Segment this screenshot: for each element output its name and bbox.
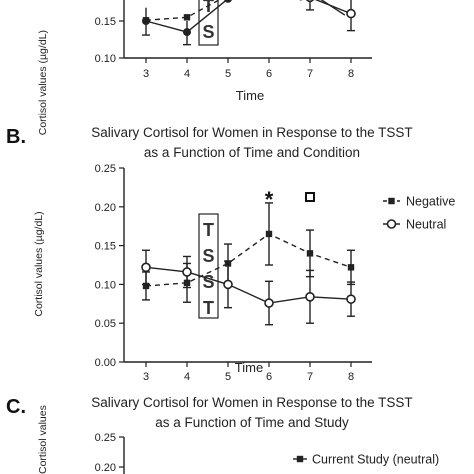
data-point-neutral	[141, 262, 151, 273]
panel-b-y-tick-label: 0.15	[95, 241, 116, 253]
panel-a-data-point	[346, 8, 356, 19]
panel-a-series-line	[320, 0, 346, 16]
panel-a-data-point	[224, 0, 232, 3]
panel-a-y-tick-label: 0.10	[95, 53, 116, 65]
panel-c-title-line-1: Salivary Cortisol for Women in Response …	[91, 395, 412, 410]
panel-b-title-line-2: as a Function of Time and Condition	[144, 145, 360, 160]
panel-a-x-tick-label: 6	[266, 68, 272, 80]
panel-b-x-tick-label: 4	[184, 371, 190, 383]
panel-b-x-tick-label: 3	[143, 371, 149, 383]
panel-b-tsst-letter: S	[202, 246, 214, 266]
panel-c-letter: C.	[6, 396, 26, 418]
data-point-neutral	[305, 292, 315, 302]
data-point-neutral	[346, 294, 356, 304]
panel-a-series-line	[145, 0, 221, 21]
panel-b-tsst-letter: T	[203, 298, 214, 318]
panel-c-title-line-2: as a Function of Time and Study	[155, 415, 349, 430]
panel-b-axes: 0.00 0.05 0.10 0.15 0.20 0.25 3 4 5 6 7 8	[95, 163, 372, 383]
panel-c-axes: 0.25 0.20 Cortisol values Current Study (ne…	[37, 405, 439, 474]
panel-b-y-tick-label: 0.00	[95, 357, 116, 369]
panel-c-chart: C. Salivary Cortisol for Women in Respon…	[6, 395, 439, 474]
legend-label-neutral: Neutral	[406, 218, 446, 232]
panel-b-legend: Negative Neutral	[383, 195, 455, 232]
panel-a-chart: Cortisol values (µg/dL) TS 0.10 0.15 3 4 5 6 7…	[37, 0, 372, 135]
panel-a-tick-labels: 0.10 0.15 3 4 5 6 7 8	[95, 16, 354, 80]
panel-c-y-tick-label: 0.25	[95, 432, 116, 444]
panel-a-x-tick-label: 8	[348, 68, 354, 80]
legend-label-negative: Negative	[406, 195, 455, 209]
panel-a-tsst-letter: T	[203, 0, 214, 16]
panel-b-y-tick-label: 0.25	[95, 163, 116, 175]
significance-square-marker	[305, 192, 315, 202]
panel-b-y-tick-label: 0.20	[95, 202, 116, 214]
panel-a-data-point	[183, 28, 191, 37]
panel-b-x-tick-label: 5	[225, 371, 231, 383]
series-line-negative	[145, 233, 352, 287]
panel-a-series-line	[314, 0, 352, 15]
data-point-negative	[265, 230, 273, 238]
panel-b-title-line-1: Salivary Cortisol for Women in Response …	[91, 125, 412, 140]
panel-c-legend-label: Current Study (neutral)	[312, 453, 439, 467]
panel-a-y-tick-label: 0.15	[95, 16, 116, 28]
panel-a-x-tick-label: 7	[307, 68, 313, 80]
panel-c-y-tick-label: 0.20	[95, 462, 116, 474]
panel-a-x-axis-label: Time	[236, 88, 264, 103]
panel-b-letter: B.	[6, 126, 26, 148]
panel-a-x-tick-label: 4	[184, 68, 190, 80]
legend-marker	[386, 219, 397, 229]
panel-b-y-tick-label: 0.10	[95, 279, 116, 291]
panel-b-tsst-letter: S	[202, 272, 214, 292]
data-point-neutral	[264, 298, 274, 308]
panel-b-x-tick-label: 7	[307, 371, 313, 383]
significance-asterisk: *	[265, 187, 274, 212]
panel-b-x-axis-label: Time	[235, 360, 263, 375]
data-point-neutral	[182, 267, 192, 277]
panel-a-y-axis-label-text: Cortisol values (µg/dL)	[37, 30, 49, 135]
panel-b-tsst-letter: T	[203, 220, 214, 240]
data-point-neutral	[223, 279, 233, 290]
panel-c-y-axis-label: Cortisol values	[37, 405, 49, 474]
data-point-negative	[347, 264, 355, 271]
panel-b-x-tick-label: 8	[348, 371, 354, 383]
panel-b-chart: B. Salivary Cortisol for Women in Respon…	[6, 125, 455, 383]
panel-a-data-point	[183, 14, 191, 21]
data-point-negative	[142, 282, 150, 290]
panel-b-y-axis-label: Cortisol values (µg/dL)	[33, 211, 45, 316]
panel-a-data-point	[306, 0, 314, 3]
series-line-neutral	[145, 266, 352, 304]
panel-c-legend-marker	[296, 455, 304, 463]
panel-a-y-axis-label: Cortisol values (µg/dL)	[37, 30, 49, 135]
panel-b-tsst-box	[198, 213, 219, 319]
panel-a-data-point	[142, 17, 150, 25]
panel-b-marks: TSST*	[141, 187, 356, 326]
panel-b-x-tick-label: 6	[266, 371, 272, 383]
panel-a-tsst-letter: S	[202, 22, 214, 42]
panel-b-y-tick-label: 0.05	[95, 318, 116, 330]
panel-a-x-tick-label: 3	[143, 68, 149, 80]
data-point-negative	[306, 250, 314, 257]
legend-marker	[388, 197, 395, 205]
panel-a-x-tick-label: 5	[225, 68, 231, 80]
panel-a-axes: TS	[119, 0, 372, 63]
